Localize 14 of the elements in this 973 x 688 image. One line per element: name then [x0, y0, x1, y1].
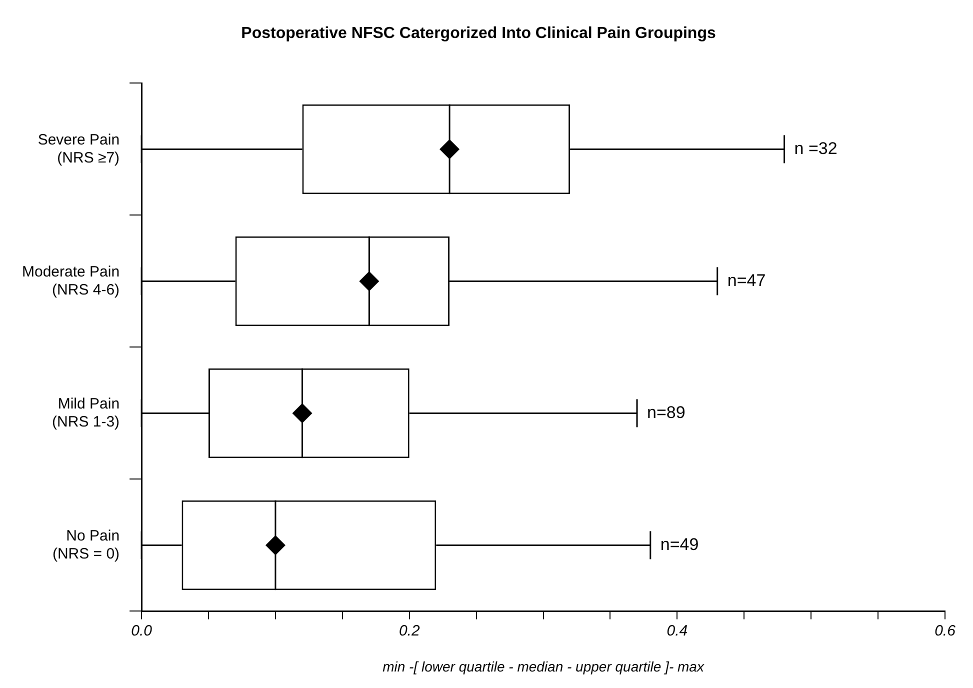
y-tick-label: Severe Pain (NRS ≥7)	[38, 131, 120, 166]
x-tick-label: 0.2	[398, 622, 420, 640]
y-tick-label: Mild Pain (NRS 1-3)	[52, 395, 120, 430]
y-tick-label: Moderate Pain (NRS 4-6)	[22, 263, 120, 298]
x-tick-label: 0.4	[666, 622, 688, 640]
annotation: n=89	[647, 402, 686, 422]
x-axis-title: min -[ lower quartile - median - upper quartile ]- max	[382, 658, 705, 674]
x-tick-label: 0.0	[131, 622, 153, 640]
chart-title: Postoperative NFSC Catergorized Into Clinical Pain Groupings	[241, 25, 716, 42]
annotation: n=47	[727, 270, 766, 290]
x-tick-label: 0.6	[934, 622, 956, 640]
annotation: n=49	[660, 534, 699, 554]
annotation: n =32	[794, 138, 838, 158]
y-tick-label: No Pain (NRS = 0)	[52, 527, 120, 562]
